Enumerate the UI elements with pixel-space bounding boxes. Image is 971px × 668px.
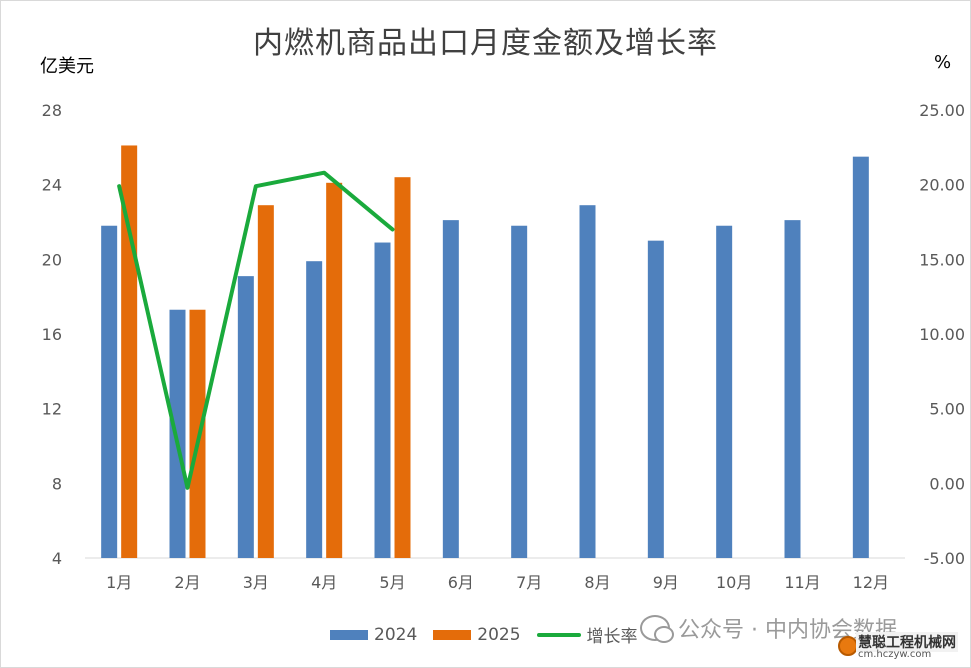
bar-2024-8月 [579,205,596,558]
bar-2025-2月 [189,309,206,558]
logo-main-text: 慧聪工程机械网 [856,632,958,652]
chart-title: 内燃机商品出口月度金额及增长率 [253,26,718,61]
right-tick-label: -5.00 [924,549,965,568]
right-tick-label: 15.00 [919,250,965,269]
right-tick-label: 5.00 [929,400,965,419]
x-tick-label: 10月 [716,573,752,592]
x-tick-label: 5月 [379,573,405,592]
legend-label-2025: 2025 [477,624,521,645]
left-tick-label: 24 [42,176,62,195]
bar-2024-4月 [306,261,323,558]
x-tick-label: 3月 [243,573,269,592]
legend-item-growth: 增长率 [536,622,638,647]
right-tick-label: 25.00 [919,101,965,120]
wechat-icon [640,615,674,643]
right-tick-label: 20.00 [919,176,965,195]
right-tick-label: 0.00 [929,474,965,493]
bars-layer [101,145,869,559]
bar-2024-6月 [442,220,459,558]
x-tick-label: 7月 [516,573,542,592]
legend-label-2024: 2024 [374,624,418,645]
bar-2025-5月 [394,177,411,558]
watermark: 公众号 · 中内协会数据 [640,612,897,644]
bar-2024-7月 [511,225,528,558]
x-axis: 1月 2月 3月 4月 5月 6月 7月 8月 9月 10月 11月 12月 [85,557,905,592]
bar-2024-9月 [647,240,664,558]
bar-2024-12月 [852,156,869,558]
bar-2024-1月 [101,225,118,558]
bar-2025-3月 [257,205,274,558]
right-axis-ticks: -5.00 0.00 5.00 10.00 15.00 20.00 25.00 [919,101,965,568]
x-tick-label: 1月 [106,573,132,592]
bar-2024-10月 [716,225,733,558]
x-tick-label: 9月 [653,573,679,592]
line-layer [117,170,395,490]
gear-icon [838,636,858,656]
left-tick-label: 20 [42,250,62,269]
legend-swatch-2025 [433,629,472,640]
legend-item-2024: 2024 [330,625,417,645]
x-tick-label: 2月 [174,573,200,592]
x-tick-label: 6月 [448,573,474,592]
left-tick-label: 8 [52,474,62,493]
legend-swatch-growth [536,632,581,637]
left-tick-label: 12 [42,400,62,419]
left-tick-label: 28 [42,101,62,120]
left-tick-label: 4 [52,549,62,568]
growth-rate-line [117,170,395,490]
site-logo: 慧聪工程机械网 cm.hczyw.com [836,632,968,664]
right-axis-unit: % [934,52,952,73]
logo-sub-text: cm.hczyw.com [858,649,932,660]
bar-2024-5月 [374,242,391,559]
x-tick-label: 11月 [784,573,820,592]
bar-2025-4月 [326,182,343,559]
bar-2024-11月 [784,220,801,558]
x-tick-label: 4月 [311,573,337,592]
x-tick-label: 12月 [853,573,889,592]
legend: 2024 2025 增长率 [330,622,638,647]
legend-label-growth: 增长率 [586,627,638,647]
legend-swatch-2024 [330,629,368,640]
left-tick-label: 16 [42,325,62,344]
bar-2024-3月 [237,276,254,558]
legend-item-2025: 2025 [433,624,521,645]
right-tick-label: 10.00 [919,325,965,344]
left-axis-unit: 亿美元 [40,56,94,77]
left-axis-ticks: 4 8 12 16 20 24 28 [42,101,62,568]
bar-2024-2月 [169,309,186,558]
x-tick-label: 8月 [584,573,610,592]
